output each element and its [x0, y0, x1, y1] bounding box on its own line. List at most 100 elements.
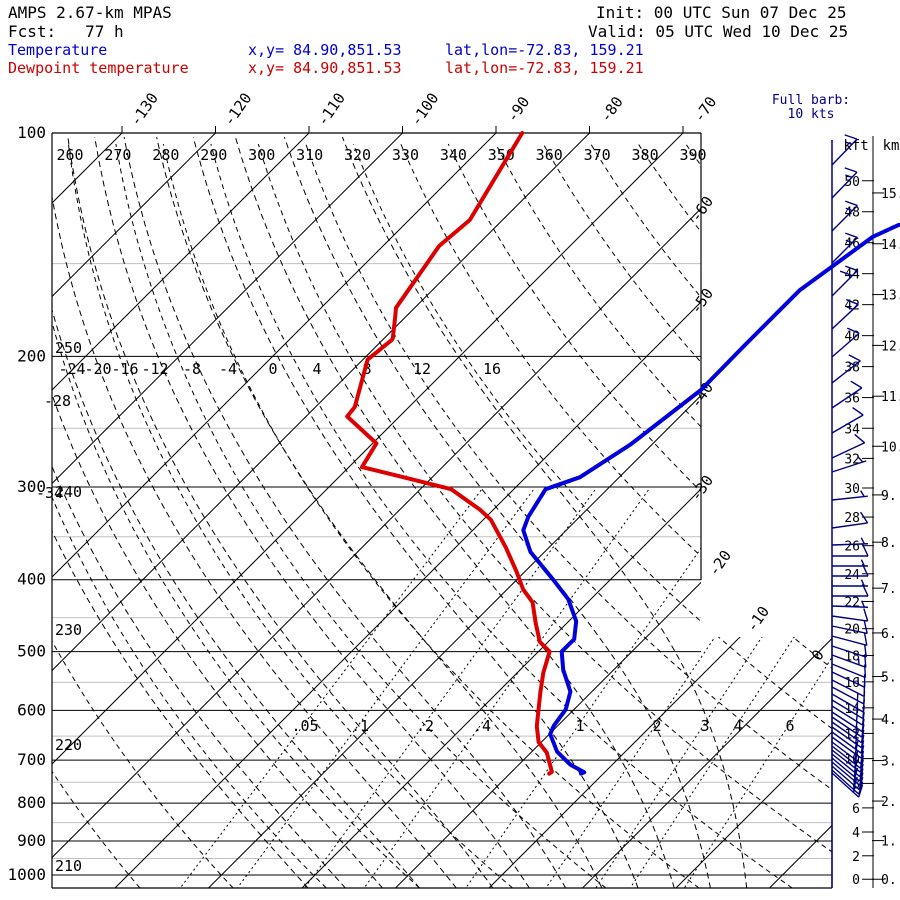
- wind-barb: [831, 620, 868, 635]
- isotherm-line: [52, 133, 684, 888]
- mixing-ratio-label: 6: [785, 717, 794, 735]
- wind-barb: [831, 537, 869, 546]
- barb-legend-line1: Full barb:: [771, 93, 851, 108]
- barb-legend-line2: 10 kts: [787, 107, 835, 122]
- pressure-tick-label: 100: [17, 123, 46, 142]
- kft-tick-label: 6: [852, 802, 860, 817]
- isotherm-line: [582, 133, 832, 888]
- moist-adiabat-label: -12: [141, 360, 168, 378]
- mixing-ratio-label: .05: [291, 717, 318, 735]
- isotherm-line: [52, 133, 590, 888]
- moist-adiabat-line: [156, 136, 603, 888]
- isotherm-label-right: -60: [687, 193, 717, 226]
- isotherm-line: [52, 133, 497, 888]
- moist-adiabat-label: -24: [58, 360, 85, 378]
- moist-adiabat-label: 4: [312, 360, 321, 378]
- theta-label-left: 220: [55, 736, 82, 754]
- isotherm-label-top: -70: [690, 93, 720, 126]
- dry-adiabat-line: [52, 144, 234, 888]
- theta-label-top: 330: [392, 146, 419, 164]
- wind-barb: [831, 200, 858, 232]
- isotherm-line: [52, 133, 310, 888]
- theta-label-top: 280: [152, 146, 179, 164]
- moist-adiabat-line: [341, 136, 748, 888]
- theta-label-top: 360: [536, 146, 563, 164]
- valid-time-label: Valid: 05 UTC Wed 10 Dec 25: [588, 22, 849, 41]
- km-tick-label: 6.: [881, 627, 897, 642]
- dry-adiabat-line: [52, 143, 327, 888]
- km-tick-label: 14.: [881, 238, 900, 253]
- dry-adiabat-line: [685, 143, 832, 888]
- kft-tick-label: 28: [844, 511, 860, 526]
- init-time-label: Init: 00 UTC Sun 07 Dec 25: [596, 3, 847, 22]
- wind-barb: [831, 632, 868, 646]
- moist-adiabat-line: [192, 136, 639, 888]
- mixing-ratio-label: 1: [575, 717, 584, 735]
- mixing-ratio-label: .2: [416, 717, 434, 735]
- isotherm-label-top: -110: [313, 89, 348, 129]
- dry-adiabat-line: [400, 143, 832, 888]
- wind-barb: [831, 380, 863, 409]
- dry-adiabat-labels: 260 270 280 290 300 310 320 330 340 350 360 370 380 3…: [55, 146, 707, 875]
- wind-barb: [831, 511, 869, 529]
- theta-label-top: 380: [632, 146, 659, 164]
- pressure-tick-label: 700: [17, 750, 46, 769]
- km-tick-label: 10.: [881, 440, 900, 455]
- moist-adiabat-line: [52, 137, 384, 888]
- isotherm-line: [395, 133, 832, 888]
- wind-barb: [831, 327, 860, 358]
- km-tick-label: 12.: [881, 339, 900, 354]
- wind-barb: [831, 644, 867, 658]
- theta-label-top: 300: [248, 146, 275, 164]
- kft-tick-label: 22: [844, 595, 860, 610]
- moist-adiabat-label: 0: [268, 360, 277, 378]
- km-tick-label: 4.: [881, 713, 897, 728]
- km-tick-label: 9.: [881, 489, 897, 504]
- theta-label-left: 210: [55, 857, 82, 875]
- moist-adiabat-line: [52, 137, 346, 888]
- moist-adiabat-line: [123, 137, 567, 888]
- theta-label-left: 250: [55, 339, 82, 357]
- moist-adiabat-label-left: -34: [36, 484, 63, 502]
- mixing-ratio-line: [545, 489, 815, 888]
- moist-adiabat-line: [52, 137, 309, 888]
- wind-barb: [831, 298, 859, 330]
- dry-adiabat-line: [352, 143, 832, 888]
- wind-barb: [831, 134, 858, 166]
- dewpoint-curve: [345, 131, 554, 776]
- kft-tick-label: 8: [852, 777, 860, 792]
- pressure-tick-label: 500: [17, 642, 46, 661]
- km-tick-label: 11.: [881, 390, 900, 405]
- wind-barb: [831, 600, 869, 608]
- legend-dewpoint-label: Dewpoint temperature: [8, 59, 189, 77]
- dry-adiabat-line: [0, 144, 47, 888]
- pressure-tick-label: 300: [17, 477, 46, 496]
- isotherm-label-top: -120: [220, 89, 255, 129]
- mixing-ratio-lines: [179, 489, 832, 888]
- isotherm-line: [52, 133, 123, 888]
- wind-barb: [831, 433, 866, 459]
- moist-adiabat-label: -4: [219, 360, 237, 378]
- wind-barbs: [831, 134, 869, 888]
- kft-tick-label: 0: [852, 873, 860, 888]
- dry-adiabat-line: [210, 143, 793, 888]
- isotherm-label-top: -100: [407, 89, 442, 129]
- plot-border: [51, 132, 833, 889]
- kft-tick-label: 42: [844, 299, 860, 314]
- wind-barb: [831, 232, 858, 264]
- moist-adiabat-line: [283, 136, 711, 888]
- moist-adiabat-label: -8: [183, 360, 201, 378]
- isotherm-line: [675, 133, 832, 888]
- wind-barb: [832, 579, 868, 587]
- isotherm-line: [0, 133, 29, 888]
- theta-label-top: 370: [584, 146, 611, 164]
- theta-label-left: 240: [55, 483, 82, 501]
- pressure-tick-label: 600: [17, 700, 46, 719]
- km-axis-title: km: [883, 138, 900, 154]
- theta-label-top: 320: [344, 146, 371, 164]
- kft-tick-label: 30: [844, 482, 860, 497]
- moist-adiabats: [52, 136, 748, 888]
- legend-temperature-label: Temperature: [8, 41, 108, 59]
- moist-adiabat-line: [67, 137, 494, 888]
